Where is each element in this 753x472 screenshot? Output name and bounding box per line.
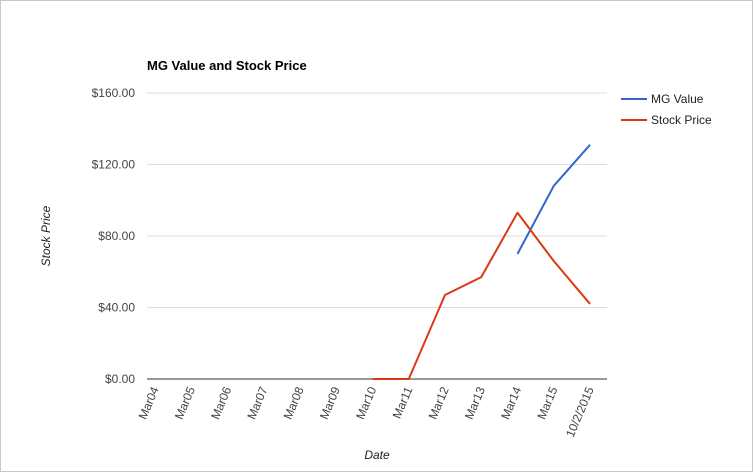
legend: MG Value Stock Price <box>621 92 712 127</box>
y-tick-label: $0.00 <box>105 372 135 386</box>
x-tick-label: Mar09 <box>317 384 343 421</box>
y-tick-label: $80.00 <box>98 229 135 243</box>
legend-label: MG Value <box>651 92 704 106</box>
x-tick-label: Mar07 <box>244 384 270 421</box>
x-tick-label: Mar13 <box>462 384 488 421</box>
y-axis-title: Stock Price <box>39 205 53 266</box>
x-tick-label: Mar14 <box>498 384 524 421</box>
x-tick-label: Mar11 <box>390 384 416 420</box>
x-tick-label: Mar08 <box>281 384 307 421</box>
x-tick-label: 10/2/2015 <box>563 384 597 439</box>
x-axis-title: Date <box>364 448 390 462</box>
gridlines <box>147 92 607 308</box>
x-tick-label: Mar04 <box>136 384 162 421</box>
y-axis-ticks: $0.00 $40.00 $80.00 $120.00 $160.00 <box>92 86 136 386</box>
y-tick-label: $160.00 <box>92 86 136 100</box>
y-tick-label: $40.00 <box>98 301 135 315</box>
x-tick-label: Mar15 <box>534 384 560 421</box>
legend-label: Stock Price <box>651 113 712 127</box>
series-lines <box>372 144 591 380</box>
series-line <box>516 144 591 255</box>
x-axis-ticks: Mar04 Mar05 Mar06 Mar07 Mar08 Mar09 Mar10 Mar11… <box>136 384 597 439</box>
chart-title: MG Value and Stock Price <box>147 58 307 73</box>
series-line <box>372 211 591 380</box>
x-tick-label: Mar06 <box>208 384 234 421</box>
x-tick-label: Mar05 <box>172 384 198 421</box>
x-tick-label: Mar12 <box>426 384 452 421</box>
x-tick-label: Mar10 <box>353 384 379 421</box>
y-tick-label: $120.00 <box>92 158 136 172</box>
